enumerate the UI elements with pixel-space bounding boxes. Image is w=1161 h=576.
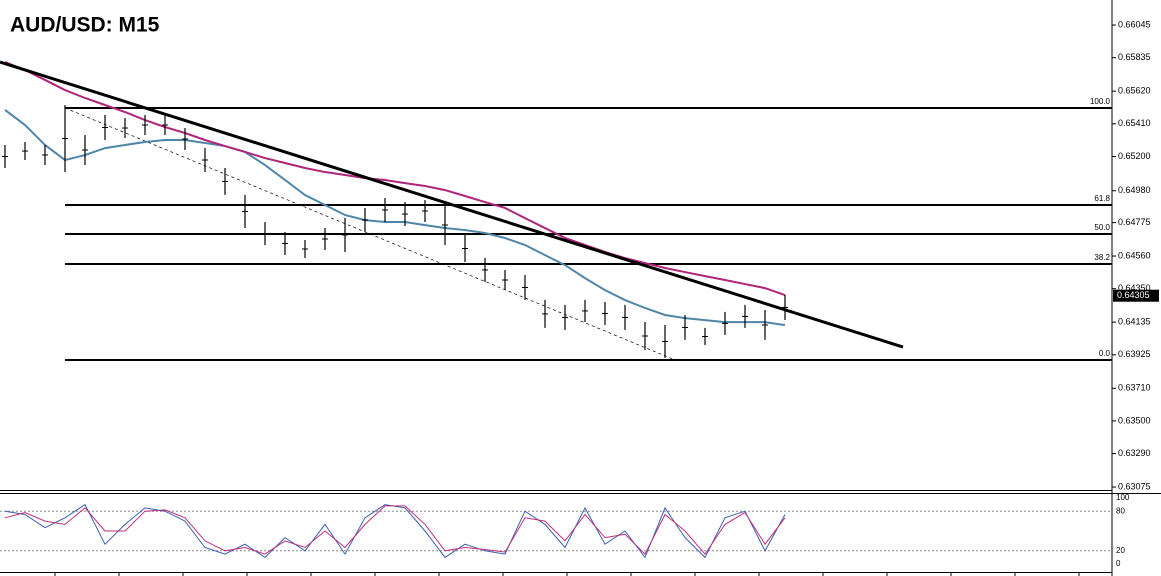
last-price-box — [1113, 289, 1159, 302]
y-tick-label: 0.65835 — [1118, 52, 1151, 62]
chart-title: AUD/USD: M15 — [10, 14, 160, 37]
y-tick-label: 0.64560 — [1118, 250, 1151, 260]
osc-tick-label: 80 — [1116, 506, 1125, 515]
trendline — [0, 60, 904, 349]
y-tick-label: 0.64980 — [1118, 185, 1151, 195]
y-tick-label: 0.63290 — [1118, 448, 1151, 458]
osc-tick-label: 0 — [1116, 559, 1121, 568]
y-tick-label: 0.65620 — [1118, 86, 1151, 96]
y-tick-label: 0.64350 — [1118, 283, 1151, 293]
fib-label: 38.2 — [1094, 253, 1110, 262]
y-tick-label: 0.63075 — [1118, 481, 1151, 491]
y-tick-label: 0.65200 — [1118, 151, 1151, 161]
y-tick-label: 0.64135 — [1118, 317, 1151, 327]
y-tick-label: 0.65410 — [1118, 118, 1151, 128]
fib-label: 0.0 — [1099, 349, 1111, 358]
y-tick-label: 0.63710 — [1118, 383, 1151, 393]
fib-label: 61.8 — [1094, 194, 1110, 203]
y-tick-label: 0.63500 — [1118, 415, 1151, 425]
fib-label: 50.0 — [1094, 223, 1110, 232]
fib-anchor — [64, 107, 676, 361]
last-price-label: 0.64305 — [1117, 290, 1150, 300]
osc-tick-label: 100 — [1116, 493, 1130, 502]
oscillator-line — [4, 505, 786, 555]
y-tick-label: 0.64775 — [1118, 217, 1151, 227]
y-tick-label: 0.63925 — [1118, 349, 1151, 359]
y-tick-label: 0.66045 — [1118, 19, 1151, 29]
moving-average — [4, 61, 786, 297]
moving-average — [4, 109, 786, 327]
fib-label: 100.0 — [1090, 97, 1111, 106]
osc-tick-label: 20 — [1116, 546, 1125, 555]
